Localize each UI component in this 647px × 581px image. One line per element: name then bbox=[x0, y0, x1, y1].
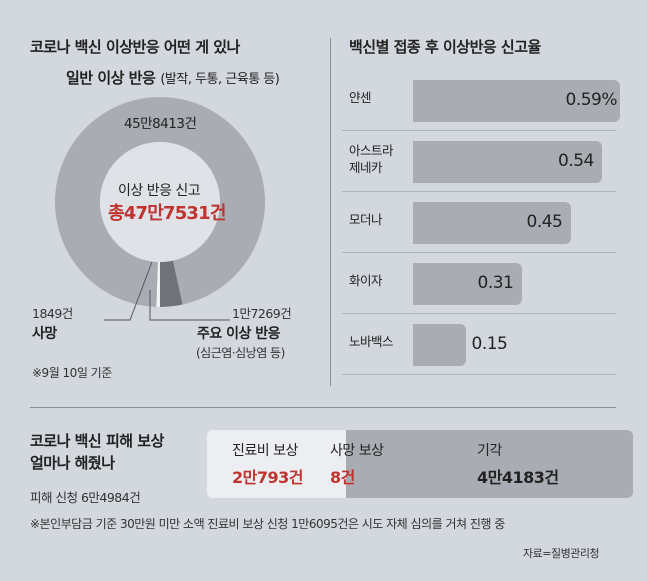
donut-slices bbox=[55, 97, 266, 307]
bar-row-divider bbox=[342, 313, 616, 314]
death-label: 사망 bbox=[32, 326, 57, 342]
compensation-title-line2: 얼마나 해줬나 bbox=[30, 454, 115, 472]
donut-leader-lines bbox=[104, 261, 230, 321]
donut-center-total: 총47만7531건 bbox=[108, 203, 226, 224]
vaccine-bar bbox=[413, 80, 620, 122]
compensation-value-label: 2만793건 bbox=[232, 468, 303, 487]
general-reaction-heading: 일반 이상 반응 (발작, 두통, 근육통 등) bbox=[66, 67, 280, 88]
compensation-bar-medical bbox=[207, 430, 346, 498]
left-footnote: ※9월 10일 기준 bbox=[32, 366, 112, 380]
vaccine-bar-value: 0.59% bbox=[565, 90, 618, 110]
donut-slice-general bbox=[55, 97, 266, 307]
donut-center-label: 이상 반응 신고 bbox=[118, 183, 201, 199]
donut-title: 코로나 백신 이상반응 어떤 게 있나 bbox=[30, 38, 240, 56]
bar-row-divider bbox=[342, 191, 616, 192]
vaccine-label: 노바백스 bbox=[349, 334, 394, 349]
general-reaction-note: (발작, 두통, 근육통 등) bbox=[160, 72, 280, 87]
compensation-category-label: 기각 bbox=[477, 443, 502, 459]
vaccine-label: 모더나 bbox=[349, 212, 383, 227]
donut-slice-major bbox=[160, 260, 184, 307]
donut-hole bbox=[100, 142, 220, 262]
bar-row-divider bbox=[342, 252, 616, 253]
vaccine-label: 얀센 bbox=[349, 90, 372, 105]
vaccine-bar bbox=[413, 263, 522, 305]
vaccine-label: 화이자 bbox=[349, 273, 383, 288]
compensation-bar-rejected bbox=[357, 430, 633, 498]
compensation-value-label: 4만4183건 bbox=[477, 468, 559, 487]
vaccine-bar-value: 0.31 bbox=[477, 273, 514, 293]
general-reaction-label: 일반 이상 반응 bbox=[66, 69, 156, 87]
major-note: (심근염·심낭염 등) bbox=[196, 346, 285, 360]
vaccine-label: 아스트라 제네카 bbox=[349, 143, 394, 175]
vaccine-bar bbox=[413, 324, 466, 366]
bar-row-divider bbox=[342, 374, 616, 375]
vaccine-bar-value: 0.45 bbox=[526, 212, 563, 232]
donut-slice-death bbox=[156, 261, 160, 307]
compensation-value-label: 8건 bbox=[330, 468, 355, 487]
compensation-category-label: 사망 보상 bbox=[330, 443, 384, 459]
major-count: 1만7269건 bbox=[232, 306, 292, 321]
bar-row-divider bbox=[342, 130, 616, 131]
vertical-divider bbox=[330, 38, 331, 386]
death-leader-line bbox=[104, 261, 153, 321]
horizontal-divider bbox=[30, 407, 616, 408]
vaccine-bar-value: 0.15 bbox=[471, 334, 508, 354]
source-credit: 자료=질병관리청 bbox=[523, 547, 600, 560]
compensation-footnote: ※본인부담금 기준 30만원 미만 소액 진료비 보상 신청 1만6095건은 … bbox=[30, 517, 505, 531]
death-count: 1849건 bbox=[32, 306, 73, 321]
compensation-title-line1: 코로나 백신 피해 보상 bbox=[30, 432, 164, 450]
compensation-applications: 피해 신청 6만4984건 bbox=[30, 490, 141, 505]
major-label: 주요 이상 반응 bbox=[197, 326, 281, 342]
vaccine-bar bbox=[413, 202, 571, 244]
bar-chart-title: 백신별 접종 후 이상반응 신고율 bbox=[349, 38, 541, 56]
compensation-bar-death bbox=[345, 430, 358, 498]
donut-chart bbox=[55, 97, 266, 307]
general-reaction-count: 45만8413건 bbox=[124, 116, 197, 132]
vaccine-bar bbox=[413, 141, 602, 183]
compensation-category-label: 진료비 보상 bbox=[232, 443, 298, 459]
vaccine-bar-value: 0.54 bbox=[558, 151, 594, 171]
major-leader-line bbox=[149, 290, 230, 321]
